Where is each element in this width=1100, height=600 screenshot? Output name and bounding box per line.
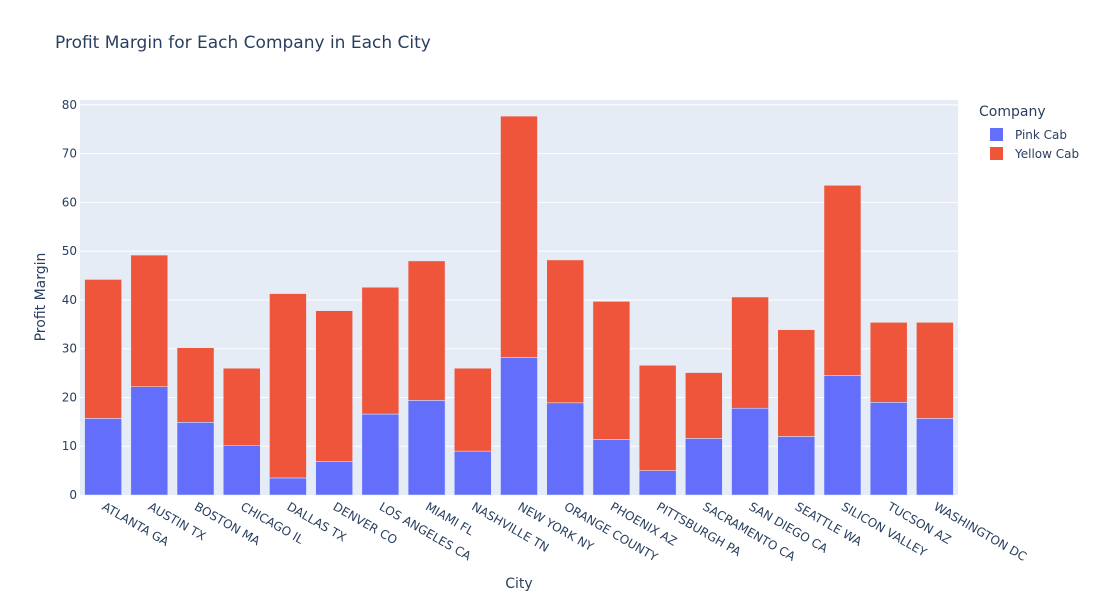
bar-yellow-cab[interactable] [546,259,584,404]
chart-title: Profit Margin for Each Company in Each C… [55,33,431,53]
x-axis-title: City [505,576,532,592]
y-tick-label: 80 [62,98,77,112]
bar-pink-cab[interactable] [546,402,584,496]
bar-pink-cab[interactable] [130,386,169,496]
bar-pink-cab[interactable] [454,450,492,496]
bar-yellow-cab[interactable] [685,372,723,439]
legend-label-yellow-cab: Yellow Cab [1015,146,1080,161]
bar-pink-cab[interactable] [84,418,122,496]
legend-item-yellow-cab[interactable]: Yellow Cab [979,144,1079,163]
bar-yellow-cab[interactable] [731,296,769,409]
bar-pink-cab[interactable] [500,357,538,496]
bar-pink-cab[interactable] [685,438,723,496]
bar-yellow-cab[interactable] [823,185,862,376]
bar-yellow-cab[interactable] [223,367,261,446]
bar-yellow-cab[interactable] [407,260,446,401]
bar-pink-cab[interactable] [315,461,353,496]
y-tick-label: 0 [69,488,77,502]
legend-title: Company [979,104,1046,120]
bar-pink-cab[interactable] [777,436,815,496]
x-tick-label: NASHVILLE TN [469,499,551,554]
bar-yellow-cab[interactable] [916,322,954,419]
legend-swatch-pink-cab [990,128,1003,141]
bar-yellow-cab[interactable] [869,322,908,403]
bar-yellow-cab[interactable] [176,347,215,423]
bar-pink-cab[interactable] [592,439,631,496]
y-tick-label: 60 [62,195,77,209]
bar-yellow-cab[interactable] [315,310,353,462]
bar-pink-cab[interactable] [869,402,908,496]
bar-pink-cab[interactable] [638,470,677,496]
y-tick-label: 70 [62,147,77,161]
y-tick-label: 20 [62,390,77,404]
legend-label-pink-cab: Pink Cab [1015,127,1068,142]
bar-yellow-cab[interactable] [84,279,122,419]
bar-pink-cab[interactable] [223,445,261,496]
y-tick-label: 50 [62,244,77,258]
bar-yellow-cab[interactable] [777,329,815,437]
bar-yellow-cab[interactable] [638,365,677,471]
bar-pink-cab[interactable] [407,400,446,496]
y-axis-title: Profit Margin [33,253,49,342]
y-tick-label: 10 [62,439,77,453]
bar-yellow-cab[interactable] [592,301,631,440]
y-tick-labels: 0 10 20 30 40 50 60 70 80 [62,98,77,502]
legend-swatch-yellow-cab [990,147,1003,160]
y-tick-label: 40 [62,293,77,307]
bar-yellow-cab[interactable] [130,254,169,387]
bar-pink-cab[interactable] [731,407,769,496]
y-tick-label: 30 [62,342,77,356]
bar-pink-cab[interactable] [361,413,400,496]
bar-pink-cab[interactable] [176,422,215,496]
bar-yellow-cab[interactable] [500,115,538,358]
bar-pink-cab[interactable] [823,375,862,496]
bars-layer [84,115,954,496]
legend-item-pink-cab[interactable]: Pink Cab [979,125,1079,144]
bar-pink-cab[interactable] [916,418,954,496]
bar-yellow-cab[interactable] [361,287,400,415]
legend: Company Pink Cab Yellow Cab [979,104,1079,163]
bar-yellow-cab[interactable] [454,367,492,452]
bar-pink-cab[interactable] [269,477,307,496]
bar-yellow-cab[interactable] [269,293,307,479]
